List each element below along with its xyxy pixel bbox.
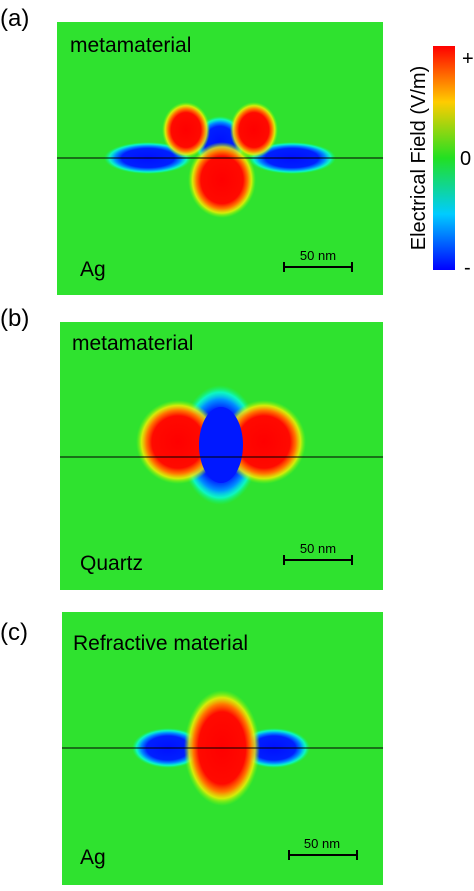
scale-bar-label: 50 nm	[304, 836, 340, 851]
panel-label: (c)	[0, 619, 28, 646]
material-bottom: Ag	[80, 846, 106, 869]
scale-bar	[288, 850, 358, 860]
field-lobe	[136, 400, 220, 484]
field-lobe	[188, 142, 256, 218]
material-top: metamaterial	[70, 34, 191, 57]
panel-label: (a)	[0, 5, 29, 32]
material-bottom: Quartz	[80, 552, 143, 575]
material-top: Refractive material	[73, 632, 248, 655]
scale-bar	[283, 555, 353, 565]
colorbar	[433, 46, 455, 270]
colorbar-mid: 0	[460, 148, 471, 170]
colorbar-min: -	[464, 257, 471, 279]
field-lobe	[230, 102, 278, 158]
scale-bar-label: 50 nm	[300, 248, 336, 263]
colorbar-title: Electrical Field (V/m)	[408, 66, 430, 250]
colorbar-max: +	[462, 48, 474, 70]
material-top: metamaterial	[72, 332, 193, 355]
field-lobe	[199, 407, 243, 483]
scale-bar-label: 50 nm	[300, 541, 336, 556]
scale-bar	[283, 262, 353, 272]
material-bottom: Ag	[80, 258, 106, 281]
panel-label: (b)	[0, 305, 29, 332]
field-lobe	[162, 102, 210, 158]
field-lobe	[222, 400, 306, 484]
